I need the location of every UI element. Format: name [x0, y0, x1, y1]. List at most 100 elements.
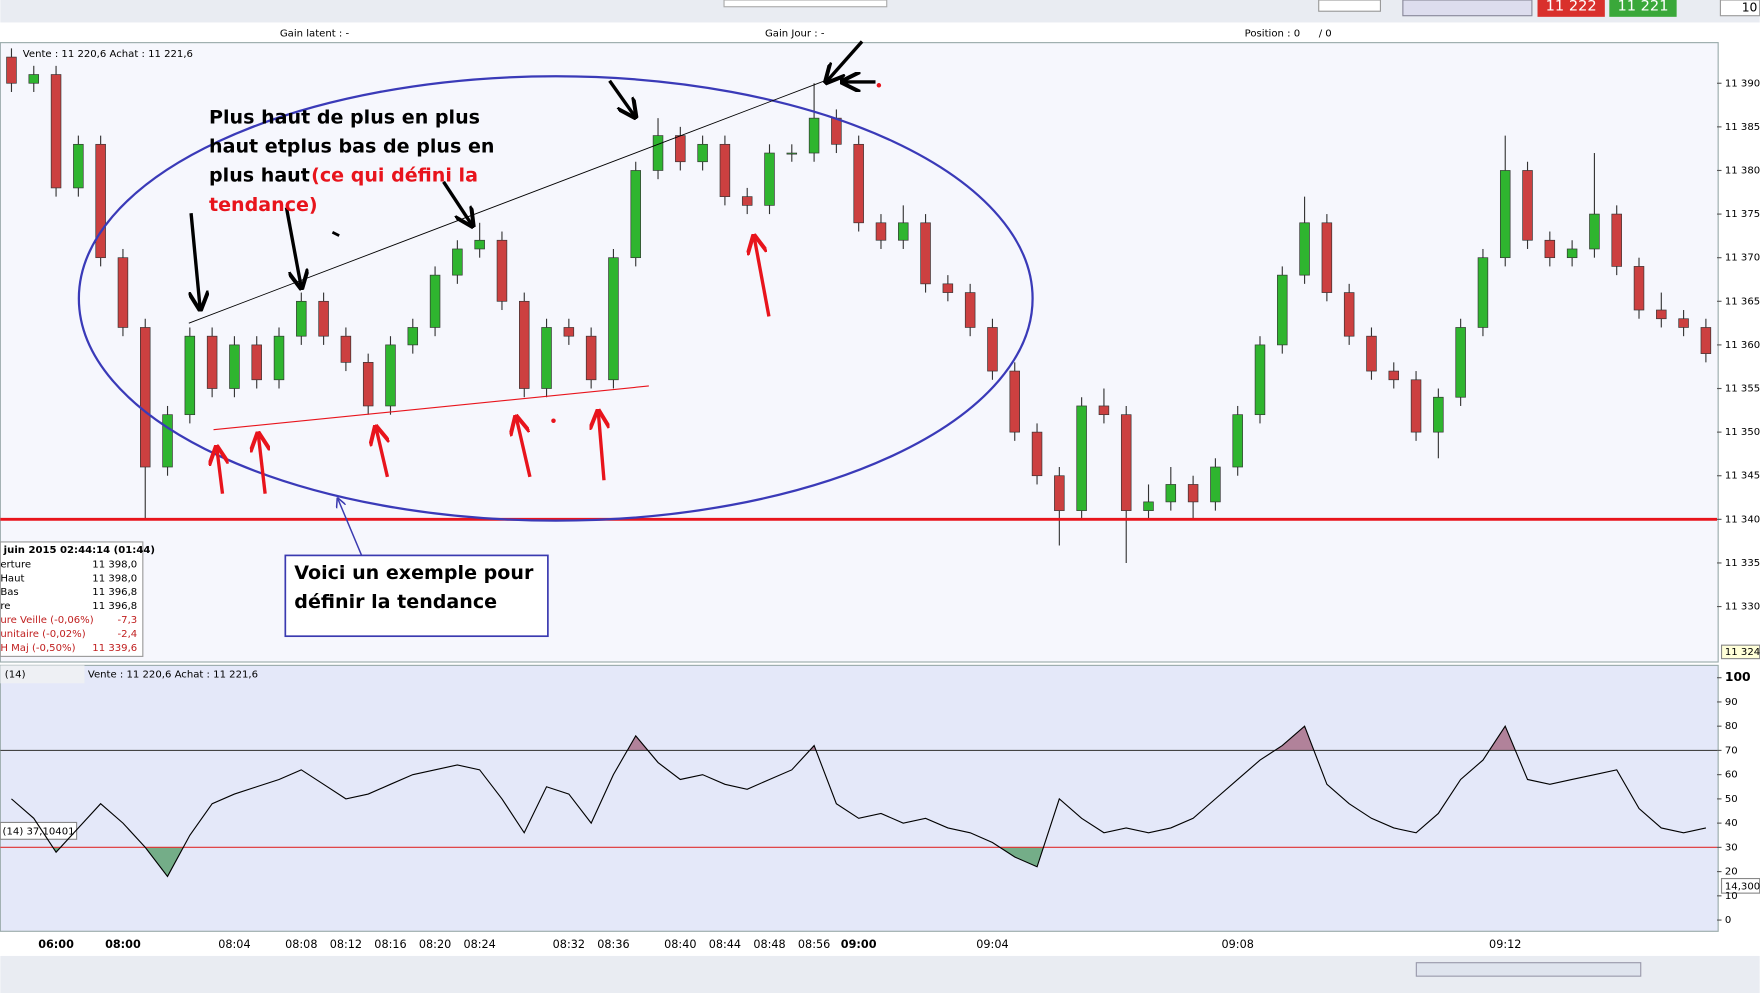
position: Position : 0 — [1245, 29, 1300, 40]
candle-body — [1321, 222, 1333, 293]
candle-body — [206, 335, 218, 389]
candle-body — [452, 248, 463, 276]
candle-body — [1366, 335, 1377, 372]
info-value: -7,3 — [118, 615, 138, 626]
candle-body — [519, 300, 530, 389]
y-tick-label: 11 385 — [1725, 122, 1760, 133]
input[interactable] — [1318, 0, 1381, 12]
info-box: juin 2015 02:44:14 (01:44) erture 11 398,… — [0, 541, 155, 657]
info-label: Haut — [0, 573, 24, 584]
candle-body — [697, 143, 708, 163]
candle-body — [987, 327, 998, 372]
candle-body — [1187, 484, 1199, 503]
candle-body — [1076, 405, 1087, 511]
y-tick-label: 11 390 — [1725, 78, 1760, 89]
quote: Vente : 11 220,6 Achat : 11 221,6 — [23, 49, 193, 60]
x-tick-label: 08:56 — [798, 938, 830, 951]
x-tick-label: 09:04 — [976, 938, 1008, 951]
y-tick-label: 60 — [1725, 770, 1738, 781]
candle-body — [786, 152, 798, 155]
x-tick-label: 08:12 — [330, 938, 362, 951]
x-tick-label: 08:04 — [218, 938, 250, 951]
y-tick-label: 90 — [1725, 697, 1738, 708]
candle-body — [764, 152, 775, 206]
x-tick-label: 06:00 — [38, 938, 74, 951]
candle-body — [496, 239, 508, 302]
annotation: haut etplus bas de plus en — [209, 135, 494, 157]
annotation: Plus haut de plus en plus — [209, 106, 480, 128]
candle-body — [808, 117, 820, 154]
candle-body — [1589, 213, 1600, 250]
dot — [876, 83, 882, 88]
x-tick-label: 08:16 — [374, 938, 406, 951]
candle-body — [1232, 414, 1243, 468]
info-value: 11 396,8 — [92, 601, 137, 612]
arrows — [191, 40, 876, 308]
candle-body — [1299, 222, 1310, 276]
candle-body — [1499, 170, 1511, 259]
tool-buttons[interactable] — [1402, 0, 1533, 17]
x-tick-label: 09:08 — [1222, 938, 1254, 951]
candle-body — [875, 222, 887, 241]
candle-body — [1031, 431, 1043, 477]
candle-body — [1210, 466, 1221, 503]
candle-body — [1098, 405, 1110, 416]
info-title: juin 2015 02:44:14 (01:44) — [3, 545, 155, 556]
x-tick-label: 08:08 — [285, 938, 317, 951]
rsi-toolbar[interactable] — [0, 665, 85, 684]
y-tick-label: 70 — [1725, 745, 1738, 756]
y-tick-label: 50 — [1725, 794, 1738, 805]
candle-body — [1700, 327, 1712, 354]
candle-body — [1656, 309, 1667, 320]
position-total: / 0 — [1319, 29, 1332, 40]
candle-body — [853, 143, 864, 224]
note-box — [284, 554, 549, 638]
candle-body — [340, 335, 352, 363]
candle-body — [964, 292, 976, 328]
candle-body — [6, 56, 17, 84]
candle-body — [1633, 266, 1645, 311]
x-tick-label: 09:00 — [841, 938, 877, 951]
dot — [551, 418, 556, 424]
annotation: (ce qui défini la — [311, 165, 478, 187]
candle-body — [1522, 170, 1533, 241]
info-label: H Maj (-0,50%) — [0, 643, 75, 654]
scrollbar[interactable] — [1415, 962, 1642, 977]
ellipse — [77, 75, 1034, 522]
candle-body — [1566, 248, 1578, 259]
x-tick-label: 09:12 — [1489, 938, 1521, 951]
info-value: 11 339,6 — [92, 643, 137, 654]
buy-button[interactable] — [1609, 0, 1677, 17]
y-tick-label: 11 360 — [1725, 340, 1760, 351]
y-tick-label: 11 350 — [1725, 427, 1760, 438]
sell-button[interactable] — [1537, 0, 1605, 17]
candle-body — [1009, 370, 1020, 433]
y-tick-label: 100 — [1725, 670, 1751, 684]
x-tick-label: 08:00 — [105, 938, 141, 951]
candle-body — [273, 335, 285, 381]
y-tick-label: 11 375 — [1725, 209, 1760, 220]
candle-body — [296, 300, 307, 337]
info-value: 11 398,0 — [92, 559, 137, 570]
candle-body — [28, 74, 40, 84]
buy-price: 11 221 — [1617, 0, 1668, 15]
candle-body — [385, 344, 396, 407]
candle-body — [117, 257, 129, 328]
oversold-fill — [52, 847, 1044, 877]
candle-body — [920, 222, 931, 285]
input[interactable] — [723, 0, 888, 8]
info-label: unitaire (-0,02%) — [0, 629, 85, 640]
candle-body — [1433, 396, 1444, 433]
info-label: Bas — [0, 587, 18, 598]
candle-body — [719, 143, 731, 197]
candle-body — [229, 344, 240, 389]
candle-body — [1477, 257, 1489, 328]
x-tick-label: 08:32 — [553, 938, 585, 951]
rsi-line — [11, 724, 1707, 878]
candle-body — [1611, 213, 1622, 267]
rsi-panel — [0, 664, 1719, 932]
gain-jour: Gain Jour : - — [765, 29, 825, 40]
candle-body — [1054, 475, 1065, 511]
annotation: plus haut — [209, 165, 310, 187]
